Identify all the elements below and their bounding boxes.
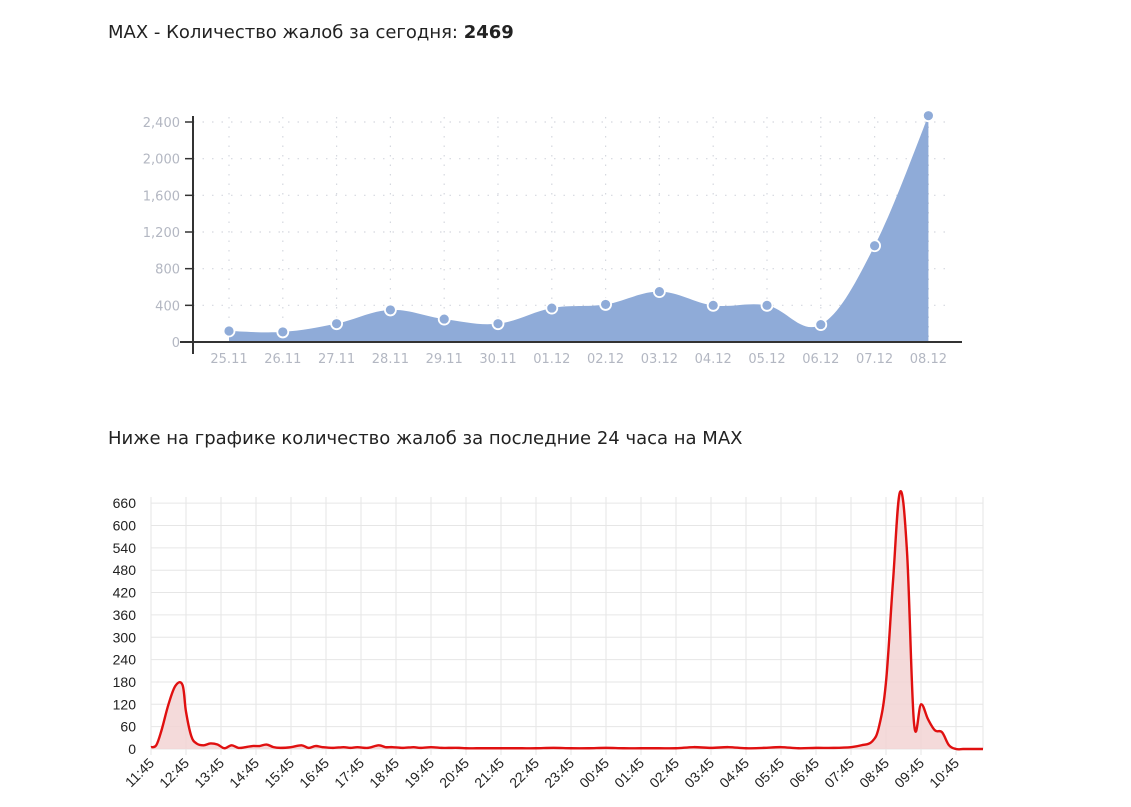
data-point-07.12 xyxy=(868,239,881,253)
x-tick-label: 03:45 xyxy=(681,755,717,791)
y-tick-label: 660 xyxy=(113,495,137,511)
x-tick-label: 04:45 xyxy=(716,755,752,791)
y-tick-label: 480 xyxy=(113,562,137,578)
y-tick-label: 800 xyxy=(155,263,180,278)
x-tick-label: 02.12 xyxy=(587,352,624,367)
y-tick-label: 240 xyxy=(113,652,137,668)
x-tick-label: 05:45 xyxy=(751,755,787,791)
x-tick-label: 22:45 xyxy=(506,755,542,791)
y-tick-label: 300 xyxy=(113,629,137,645)
x-tick-label: 16:45 xyxy=(296,755,332,791)
x-tick-label: 14:45 xyxy=(226,755,262,791)
x-tick-label: 02:45 xyxy=(646,755,682,791)
x-tick-label: 06:45 xyxy=(786,755,822,791)
x-tick-label: 07.12 xyxy=(856,352,893,367)
x-tick-label: 12:45 xyxy=(156,755,192,791)
data-point-08.12 xyxy=(922,109,935,123)
y-tick-label: 1,600 xyxy=(143,189,180,204)
data-point-27.11 xyxy=(330,317,344,331)
x-tick-label: 23:45 xyxy=(541,755,577,791)
x-tick-label: 00:45 xyxy=(576,755,612,791)
data-point-06.12 xyxy=(814,318,828,331)
data-point-04.12 xyxy=(706,298,720,312)
data-point-25.11 xyxy=(222,324,236,338)
hourly-chart-title: Ниже на графике количество жалоб за посл… xyxy=(108,428,743,449)
x-tick-label: 25.11 xyxy=(210,352,247,367)
x-tick-label: 03.12 xyxy=(641,352,678,367)
y-tick-label: 2,000 xyxy=(143,153,180,168)
x-tick-label: 10:45 xyxy=(926,755,962,791)
x-tick-label: 18:45 xyxy=(366,755,402,791)
x-tick-label: 17:45 xyxy=(331,755,367,791)
daily-area xyxy=(229,115,929,342)
data-point-29.11 xyxy=(437,312,451,326)
hourly-area xyxy=(151,491,983,750)
y-tick-label: 120 xyxy=(113,696,137,712)
data-point-05.12 xyxy=(760,298,774,312)
data-point-30.11 xyxy=(491,317,505,331)
y-tick-label: 1,200 xyxy=(143,226,180,241)
x-tick-label: 29.11 xyxy=(426,352,463,367)
x-tick-label: 01:45 xyxy=(611,755,647,791)
x-tick-label: 07:45 xyxy=(821,755,857,791)
x-tick-label: 05.12 xyxy=(748,352,785,367)
x-tick-label: 19:45 xyxy=(401,755,437,791)
x-tick-label: 06.12 xyxy=(802,352,839,367)
x-tick-label: 01.12 xyxy=(533,352,570,367)
daily-chart-title: MAX - Количество жалоб за сегодня: 2469 xyxy=(108,22,514,43)
y-tick-label: 360 xyxy=(113,607,137,623)
x-tick-label: 28.11 xyxy=(372,352,409,367)
x-tick-label: 15:45 xyxy=(261,755,297,791)
x-tick-label: 08:45 xyxy=(856,755,892,791)
x-tick-label: 26.11 xyxy=(264,352,301,367)
x-tick-label: 11:45 xyxy=(122,755,158,791)
y-tick-label: 60 xyxy=(120,719,136,735)
data-point-01.12 xyxy=(545,301,559,315)
x-tick-label: 08.12 xyxy=(910,352,947,367)
data-point-02.12 xyxy=(599,298,612,311)
data-point-03.12 xyxy=(653,285,666,298)
y-tick-label: 400 xyxy=(155,299,180,314)
daily-chart-count: 2469 xyxy=(463,22,514,43)
y-tick-label: 0 xyxy=(172,336,180,351)
x-tick-label: 21:45 xyxy=(471,755,507,791)
data-point-26.11 xyxy=(276,325,290,339)
daily-chart-title-text: MAX - Количество жалоб за сегодня: xyxy=(108,22,464,43)
y-tick-label: 180 xyxy=(113,674,137,690)
x-tick-label: 30.11 xyxy=(479,352,516,367)
y-tick-label: 2,400 xyxy=(143,116,180,131)
hourly-line xyxy=(150,490,983,751)
y-tick-label: 600 xyxy=(113,518,137,534)
y-tick-label: 540 xyxy=(113,540,137,556)
y-tick-label: 420 xyxy=(113,585,137,601)
daily-complaints-chart: 0 400 800 1,200 1,600 2,000 2,400 25.11 26.11 27.… xyxy=(143,109,962,367)
x-tick-label: 04.12 xyxy=(695,352,732,367)
x-tick-label: 27.11 xyxy=(318,352,355,367)
x-tick-label: 13:45 xyxy=(191,755,227,791)
x-tick-label: 09:45 xyxy=(891,755,927,791)
data-point-28.11 xyxy=(383,303,397,317)
y-tick-label: 0 xyxy=(128,741,136,757)
x-tick-label: 20:45 xyxy=(436,755,472,791)
